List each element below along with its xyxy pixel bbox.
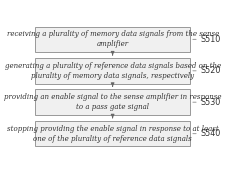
FancyBboxPatch shape — [35, 27, 190, 52]
Text: stopping providing the enable signal in response to at least
one of the pluralit: stopping providing the enable signal in … — [7, 125, 218, 142]
Text: S510: S510 — [201, 35, 221, 44]
FancyBboxPatch shape — [35, 121, 190, 146]
Text: S540: S540 — [201, 129, 221, 138]
Text: S520: S520 — [201, 66, 221, 75]
FancyBboxPatch shape — [35, 89, 190, 115]
FancyBboxPatch shape — [35, 58, 190, 84]
Text: S530: S530 — [201, 98, 221, 107]
Text: generating a plurality of reference data signals based on the
plurality of memor: generating a plurality of reference data… — [4, 62, 221, 80]
Text: providing an enable signal to the sense amplifier in response
to a pass gate sig: providing an enable signal to the sense … — [4, 93, 222, 111]
Text: receiving a plurality of memory data signals from the sense
amplifier: receiving a plurality of memory data sig… — [6, 30, 219, 48]
